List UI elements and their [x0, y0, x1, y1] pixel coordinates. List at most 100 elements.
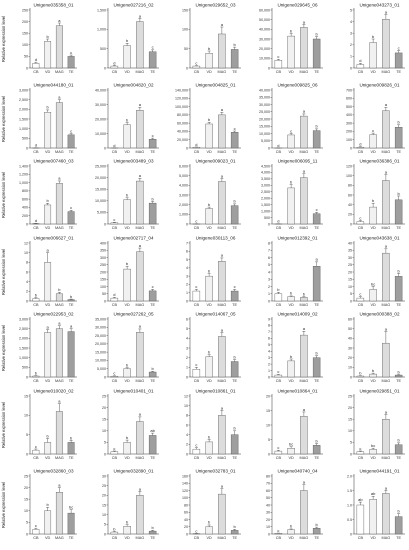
- significance-letter: d: [35, 143, 37, 148]
- bar-cb: [356, 221, 365, 225]
- bar-mag: [300, 416, 308, 455]
- chart-title: Unigene014067_05: [195, 312, 236, 317]
- x-tick-label: MAG: [300, 379, 309, 383]
- x-tick-label: TE: [150, 456, 155, 460]
- x-tick-label: MAG: [55, 536, 64, 540]
- bar-mag: [55, 293, 63, 302]
- bar-mag: [218, 114, 226, 149]
- y-tick-label: 1.5: [347, 489, 352, 493]
- x-tick-label: TE: [69, 226, 74, 230]
- y-tick-label: 4: [268, 350, 270, 354]
- bar-te: [148, 530, 157, 535]
- bar-cb: [32, 529, 40, 535]
- significance-letter: c: [398, 45, 400, 50]
- x-tick-label: MAG: [55, 226, 64, 230]
- significance-letter: b: [126, 193, 129, 198]
- x-tick-label: CB: [358, 536, 364, 540]
- y-tick-label: 50: [184, 47, 188, 51]
- y-tick-label: 6: [186, 250, 188, 254]
- y-tick-label: 0: [104, 375, 106, 379]
- significance-letter: b: [208, 434, 211, 439]
- y-tick-label: 15: [102, 418, 106, 422]
- y-tick-label: 20,000: [259, 47, 270, 51]
- significance-letter: b: [290, 179, 293, 184]
- significance-letter: b: [70, 294, 73, 299]
- y-tick-label: 3,000: [179, 193, 188, 197]
- x-tick-label: CB: [112, 456, 118, 460]
- y-tick-label: 5,000: [261, 139, 270, 143]
- y-tick-label: 1,400: [19, 164, 28, 168]
- y-tick-label: 3,000: [19, 317, 28, 321]
- x-tick-label: TE: [314, 303, 319, 307]
- significance-letter: b: [316, 522, 319, 527]
- y-tick-label: 2,000: [179, 203, 188, 207]
- bar-vd: [205, 526, 213, 535]
- y-tick-label: 0: [104, 532, 106, 536]
- significance-letter: b: [372, 34, 375, 39]
- significance-letter: a: [221, 253, 224, 258]
- bar-vd: [44, 332, 52, 378]
- significance-letter: c: [113, 371, 115, 376]
- y-tick-label: 100: [182, 28, 188, 32]
- y-tick-label: 1: [186, 291, 188, 295]
- bar-te: [67, 211, 75, 225]
- chart-panel: Unigene029652_03 0 50 100 150 c CB b VD a MAG b TE: [182, 3, 241, 74]
- y-tick-label: 1,500: [261, 203, 270, 207]
- y-tick-label: 100: [346, 174, 352, 178]
- chart-panel: Unigene014067_05 0 1 2 3 4 5 6 c CB b VD a MAG b TE: [186, 312, 241, 383]
- chart-panel: Unigene006095_11 0 500 1,000 1,500 2,000 2,500…: [261, 159, 323, 230]
- y-tick-label: 10: [266, 423, 270, 427]
- y-tick-label: 8: [268, 241, 270, 245]
- significance-letter: a: [303, 109, 306, 114]
- y-tick-label: 5: [350, 292, 352, 296]
- bar-mag: [136, 110, 144, 149]
- chart-title: Unigene012392_01: [277, 236, 318, 241]
- bar-vd: [205, 356, 213, 378]
- bar-cb: [192, 65, 201, 69]
- bar-cb: [192, 369, 201, 378]
- y-tick-label: 1,000: [19, 127, 28, 131]
- significance-letter: b: [126, 435, 129, 440]
- bar-te: [312, 528, 321, 535]
- chart-panel: Unigene044191_01 0 0.5 1.0 1.5 2.0 ab CB ab VD a MA…: [347, 469, 405, 540]
- x-tick-label: VD: [45, 536, 51, 540]
- significance-letter: b: [47, 433, 50, 438]
- significance-letter: d: [35, 57, 37, 62]
- significance-letter: d: [359, 142, 361, 147]
- y-tick-label: 1,000: [179, 213, 188, 217]
- y-tick-label: 25,000: [95, 334, 106, 338]
- x-tick-label: VD: [288, 536, 294, 540]
- significance-letter: b: [290, 354, 293, 359]
- y-tick-label: 150: [100, 278, 106, 282]
- significance-letter: a: [385, 9, 388, 14]
- chart-title: Unigene029652_03: [195, 3, 236, 8]
- x-tick-label: VD: [288, 226, 294, 230]
- bar-te: [312, 38, 321, 69]
- y-tick-label: 3: [186, 346, 188, 350]
- y-tick-label: 5: [104, 523, 106, 527]
- significance-letter: b: [398, 509, 401, 514]
- significance-letter: a: [139, 243, 142, 248]
- x-tick-label: TE: [314, 150, 319, 154]
- y-tick-label: 4: [268, 270, 270, 274]
- x-tick-label: MAG: [382, 226, 391, 230]
- bar-te: [394, 276, 403, 302]
- significance-letter: c: [35, 444, 37, 449]
- y-tick-label: 20: [348, 406, 352, 410]
- chart-panel: Unigene004825_01 0 20,000 40,000 60,000 80,00…: [175, 83, 241, 154]
- y-tick-label: 0: [26, 375, 28, 379]
- bar-mag: [300, 297, 308, 302]
- y-tick-label: 40,000: [259, 28, 270, 32]
- y-tick-label: 4: [26, 280, 28, 284]
- x-tick-label: CB: [194, 456, 200, 460]
- y-tick-label: 9: [268, 317, 270, 321]
- y-tick-label: 10: [266, 525, 270, 529]
- x-tick-label: VD: [206, 303, 212, 307]
- x-tick-label: MAG: [300, 456, 309, 460]
- y-tick-label: 2: [186, 356, 188, 360]
- bar-vd: [205, 441, 213, 455]
- bar-mag: [55, 102, 63, 149]
- x-tick-label: TE: [314, 226, 319, 230]
- y-tick-label: 3: [350, 32, 352, 36]
- bar-mag: [300, 27, 308, 69]
